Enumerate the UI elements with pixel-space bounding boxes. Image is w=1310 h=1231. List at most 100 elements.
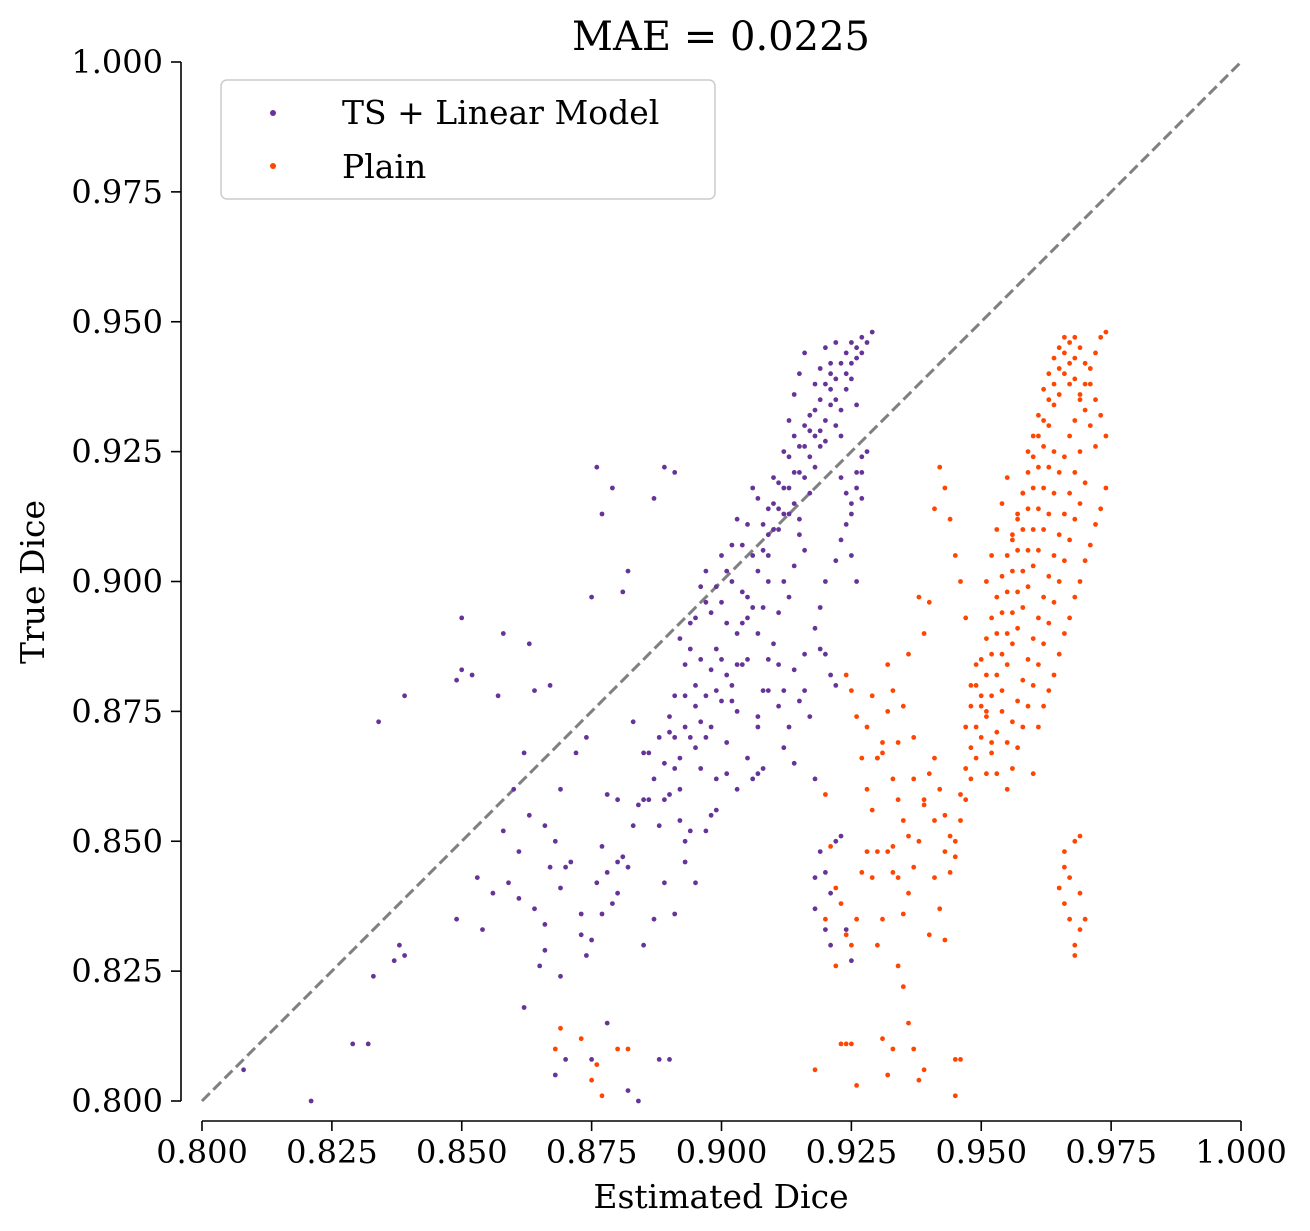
data-point <box>807 428 813 434</box>
data-point <box>864 849 870 854</box>
data-point <box>958 792 963 797</box>
data-point <box>636 1098 641 1104</box>
data-point <box>890 870 896 875</box>
data-point <box>833 963 839 969</box>
data-point <box>900 703 906 709</box>
data-point <box>1025 703 1031 709</box>
data-point <box>667 1057 672 1062</box>
data-point <box>880 1036 885 1042</box>
data-point <box>506 880 511 886</box>
data-point <box>682 838 688 844</box>
data-point <box>973 662 979 667</box>
data-point <box>516 849 522 854</box>
data-point <box>791 760 797 766</box>
data-point <box>1056 366 1062 371</box>
x-tick-label: 0.900 <box>676 1133 768 1171</box>
data-point <box>1041 594 1046 600</box>
data-point <box>693 703 698 709</box>
data-point <box>875 755 880 761</box>
data-point <box>817 849 823 854</box>
data-point <box>578 1036 584 1042</box>
data-point <box>1082 480 1088 486</box>
data-point <box>589 1057 594 1062</box>
y-tick-label: 0.850 <box>71 822 163 860</box>
data-point <box>662 760 667 766</box>
data-point <box>984 709 989 714</box>
data-point <box>677 818 683 823</box>
data-point <box>532 688 537 693</box>
data-point <box>958 818 963 823</box>
data-point <box>833 423 839 428</box>
data-point <box>906 833 911 839</box>
data-point <box>843 371 849 377</box>
data-point <box>594 1062 600 1067</box>
data-point <box>1077 397 1083 403</box>
data-point <box>1030 563 1036 569</box>
data-point <box>802 651 807 657</box>
data-point <box>708 610 714 616</box>
data-point <box>719 698 724 704</box>
data-point <box>656 735 662 740</box>
data-point <box>615 1046 620 1052</box>
data-point <box>786 485 792 491</box>
data-point <box>989 693 994 699</box>
data-point <box>729 542 735 548</box>
data-point <box>573 750 579 756</box>
data-point <box>750 776 756 782</box>
data-point <box>563 864 568 870</box>
data-point <box>1051 490 1057 496</box>
data-point <box>833 683 839 688</box>
data-point <box>1051 449 1057 454</box>
data-point <box>667 729 672 735</box>
data-point <box>1020 568 1026 574</box>
data-point <box>926 932 932 938</box>
data-point <box>864 724 870 730</box>
data-point <box>1056 470 1062 475</box>
data-point <box>989 615 994 621</box>
data-point <box>1072 516 1078 522</box>
data-point <box>942 485 948 491</box>
data-point <box>921 1067 927 1073</box>
data-point <box>900 984 906 990</box>
data-point <box>630 719 636 725</box>
data-point <box>558 1025 563 1031</box>
data-point <box>911 864 917 870</box>
data-point <box>994 672 1000 678</box>
data-point <box>1072 334 1078 340</box>
data-point <box>864 449 870 454</box>
data-point <box>708 667 714 673</box>
data-point <box>911 776 917 782</box>
data-point <box>963 797 969 803</box>
data-point <box>984 579 989 584</box>
data-point <box>973 724 979 730</box>
data-point <box>900 818 906 823</box>
data-point <box>776 480 781 486</box>
data-point <box>833 838 839 844</box>
data-point <box>843 522 849 527</box>
data-point <box>1030 636 1036 641</box>
data-point <box>1004 786 1010 792</box>
data-point <box>490 890 496 896</box>
data-point <box>859 496 865 501</box>
data-point <box>1020 677 1026 683</box>
y-tick-label: 0.925 <box>71 433 163 471</box>
data-point <box>833 397 839 403</box>
data-point <box>952 854 958 860</box>
data-point <box>849 1041 854 1047</box>
data-point <box>776 527 781 532</box>
data-point <box>797 516 802 522</box>
data-point <box>781 745 787 751</box>
data-point <box>734 516 740 522</box>
data-point <box>994 771 1000 777</box>
data-point <box>547 864 553 870</box>
data-point <box>745 657 750 662</box>
data-point <box>542 823 548 829</box>
data-point <box>1093 522 1098 527</box>
data-point <box>1082 558 1088 564</box>
data-point <box>1004 631 1010 636</box>
data-point <box>599 911 605 917</box>
data-point <box>1077 449 1083 454</box>
identity-reference-line <box>200 60 1243 1103</box>
data-point <box>812 776 818 782</box>
data-point <box>651 916 657 922</box>
